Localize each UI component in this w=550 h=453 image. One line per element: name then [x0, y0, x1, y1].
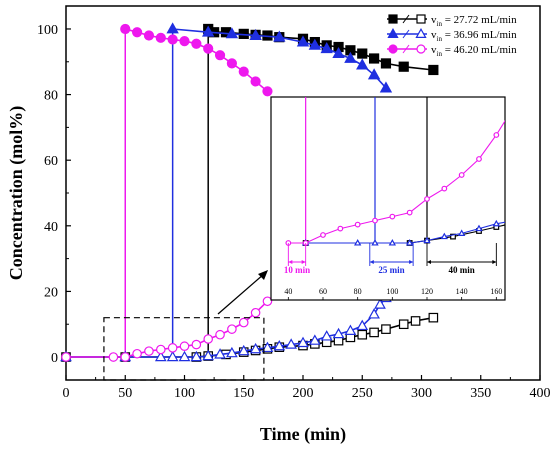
inset-series-3-point	[442, 186, 447, 191]
series-3-filled-point	[239, 67, 248, 76]
x-tick-label: 400	[530, 386, 550, 401]
series-3-filled-point	[204, 44, 213, 53]
y-tick-label: 0	[51, 351, 58, 366]
x-tick-label: 250	[352, 386, 373, 401]
series-1-filled-point	[429, 65, 438, 74]
legend-open-marker	[417, 45, 425, 53]
x-tick-label: 300	[411, 386, 432, 401]
x-tick-label: 350	[470, 386, 491, 401]
legend-filled-marker	[389, 45, 397, 53]
series-2-filled-point	[167, 24, 177, 33]
inset-series-3-point	[338, 226, 343, 231]
inset-x-tick-label: 120	[421, 287, 433, 296]
series-3-filled-point	[216, 51, 225, 60]
series-3-open-point	[204, 335, 212, 343]
inset-series-3-point	[477, 157, 482, 162]
series-3-open-point	[121, 353, 129, 361]
x-tick-label: 0	[63, 386, 70, 401]
inset-series-3-point	[373, 218, 378, 223]
series-3-open-point	[62, 353, 70, 361]
series-3-open-point	[145, 347, 153, 355]
series-1-open-point	[411, 317, 419, 325]
series-3-open-point	[240, 318, 248, 326]
x-tick-label: 50	[118, 386, 132, 401]
series-3-filled-point	[133, 28, 142, 37]
series-3-open-point	[133, 350, 141, 358]
inset-annotation-label: 40 min	[449, 265, 475, 275]
x-tick-label: 200	[293, 386, 314, 401]
series-1-open-point	[429, 313, 437, 321]
zoom-arrow-line	[218, 274, 264, 314]
series-1-open-point	[400, 320, 408, 328]
inset-series-3-point	[355, 222, 360, 227]
inset-x-tick-label: 60	[319, 287, 327, 296]
series-3-outlet-line	[66, 301, 267, 357]
series-3-open-point	[263, 297, 271, 305]
legend-label: vin = 27.72 mL/min	[431, 14, 517, 28]
y-tick-label: 40	[44, 220, 58, 235]
inset-x-tick-label: 40	[284, 287, 292, 296]
series-3-filled-point	[168, 35, 177, 44]
series-3-filled-point	[251, 77, 260, 86]
series-1-outlet-line	[66, 318, 433, 357]
series-1-open-point	[382, 325, 390, 333]
y-tick-label: 80	[44, 89, 58, 104]
inset-series-3-point	[390, 214, 395, 219]
series-2-filled-point	[357, 60, 367, 69]
series-3-open-point	[251, 309, 259, 317]
legend-filled-marker	[389, 15, 397, 23]
series-3-filled-point	[180, 37, 189, 46]
inset-x-tick-label: 100	[386, 287, 398, 296]
y-axis-title: Concentration (mol%)	[6, 106, 27, 280]
series-3-open-point	[109, 353, 117, 361]
series-3-open-point	[157, 345, 165, 353]
series-3-filled-point	[192, 39, 201, 48]
series-1-filled-point	[381, 59, 390, 68]
series-1-filled-point	[370, 54, 379, 63]
y-tick-label: 100	[37, 23, 58, 38]
x-axis-title: Time (min)	[260, 424, 346, 445]
series-3-open-point	[216, 331, 224, 339]
inset-x-tick-label: 160	[490, 287, 502, 296]
inset-series-3-point	[459, 173, 464, 178]
legend-open-marker	[417, 15, 425, 23]
x-tick-label: 150	[233, 386, 254, 401]
series-3-open-point	[180, 342, 188, 350]
series-1-filled-point	[358, 49, 367, 58]
series-3-filled-point	[156, 33, 165, 42]
y-tick-label: 20	[44, 285, 58, 300]
inset-series-3-point	[494, 133, 499, 138]
y-tick-label: 60	[44, 154, 58, 169]
inset-x-tick-label: 80	[354, 287, 362, 296]
inset-annotation-label: 25 min	[378, 265, 404, 275]
series-3-filled-point	[227, 59, 236, 68]
legend-label: vin = 36.96 mL/min	[431, 29, 517, 43]
inset-series-3-point	[321, 233, 326, 238]
series-3-open-point	[168, 344, 176, 352]
series-2-open-point	[369, 309, 379, 318]
series-3-open-point	[192, 340, 200, 348]
inset-x-tick-label: 140	[456, 287, 468, 296]
inset-annotation-label: 10 min	[284, 265, 310, 275]
legend-label: vin = 46.20 mL/min	[431, 44, 517, 58]
inset-series-3-point	[407, 210, 412, 215]
series-1-open-point	[370, 328, 378, 336]
series-1-filled-point	[399, 62, 408, 71]
series-3-filled-point	[121, 24, 130, 33]
series-3-filled-point	[144, 31, 153, 40]
inset-series-3-point	[425, 197, 430, 202]
series-3-filled-point	[263, 87, 272, 96]
x-tick-label: 100	[174, 386, 195, 401]
series-3-open-point	[228, 325, 236, 333]
series-1-open-point	[358, 331, 366, 339]
